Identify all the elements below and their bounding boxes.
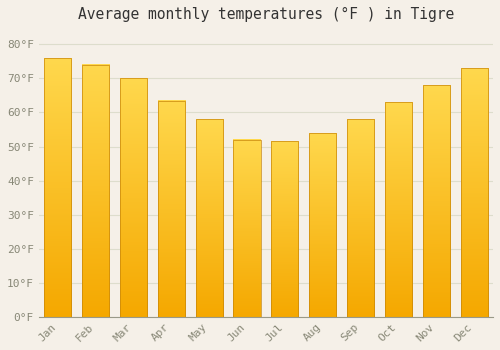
Bar xyxy=(158,100,185,317)
Bar xyxy=(44,58,72,317)
Bar xyxy=(460,68,488,317)
Bar xyxy=(158,100,185,317)
Bar xyxy=(422,85,450,317)
Bar xyxy=(271,141,298,317)
Bar xyxy=(196,119,223,317)
Bar xyxy=(347,119,374,317)
Bar xyxy=(44,58,72,317)
Bar xyxy=(82,65,109,317)
Bar xyxy=(120,78,147,317)
Bar xyxy=(82,65,109,317)
Bar xyxy=(385,102,412,317)
Bar xyxy=(309,133,336,317)
Bar xyxy=(309,133,336,317)
Bar xyxy=(234,140,260,317)
Bar xyxy=(347,119,374,317)
Bar xyxy=(196,119,223,317)
Bar xyxy=(460,68,488,317)
Bar xyxy=(385,102,412,317)
Bar xyxy=(271,141,298,317)
Bar xyxy=(422,85,450,317)
Title: Average monthly temperatures (°F ) in Tigre: Average monthly temperatures (°F ) in Ti… xyxy=(78,7,454,22)
Bar xyxy=(234,140,260,317)
Bar xyxy=(120,78,147,317)
